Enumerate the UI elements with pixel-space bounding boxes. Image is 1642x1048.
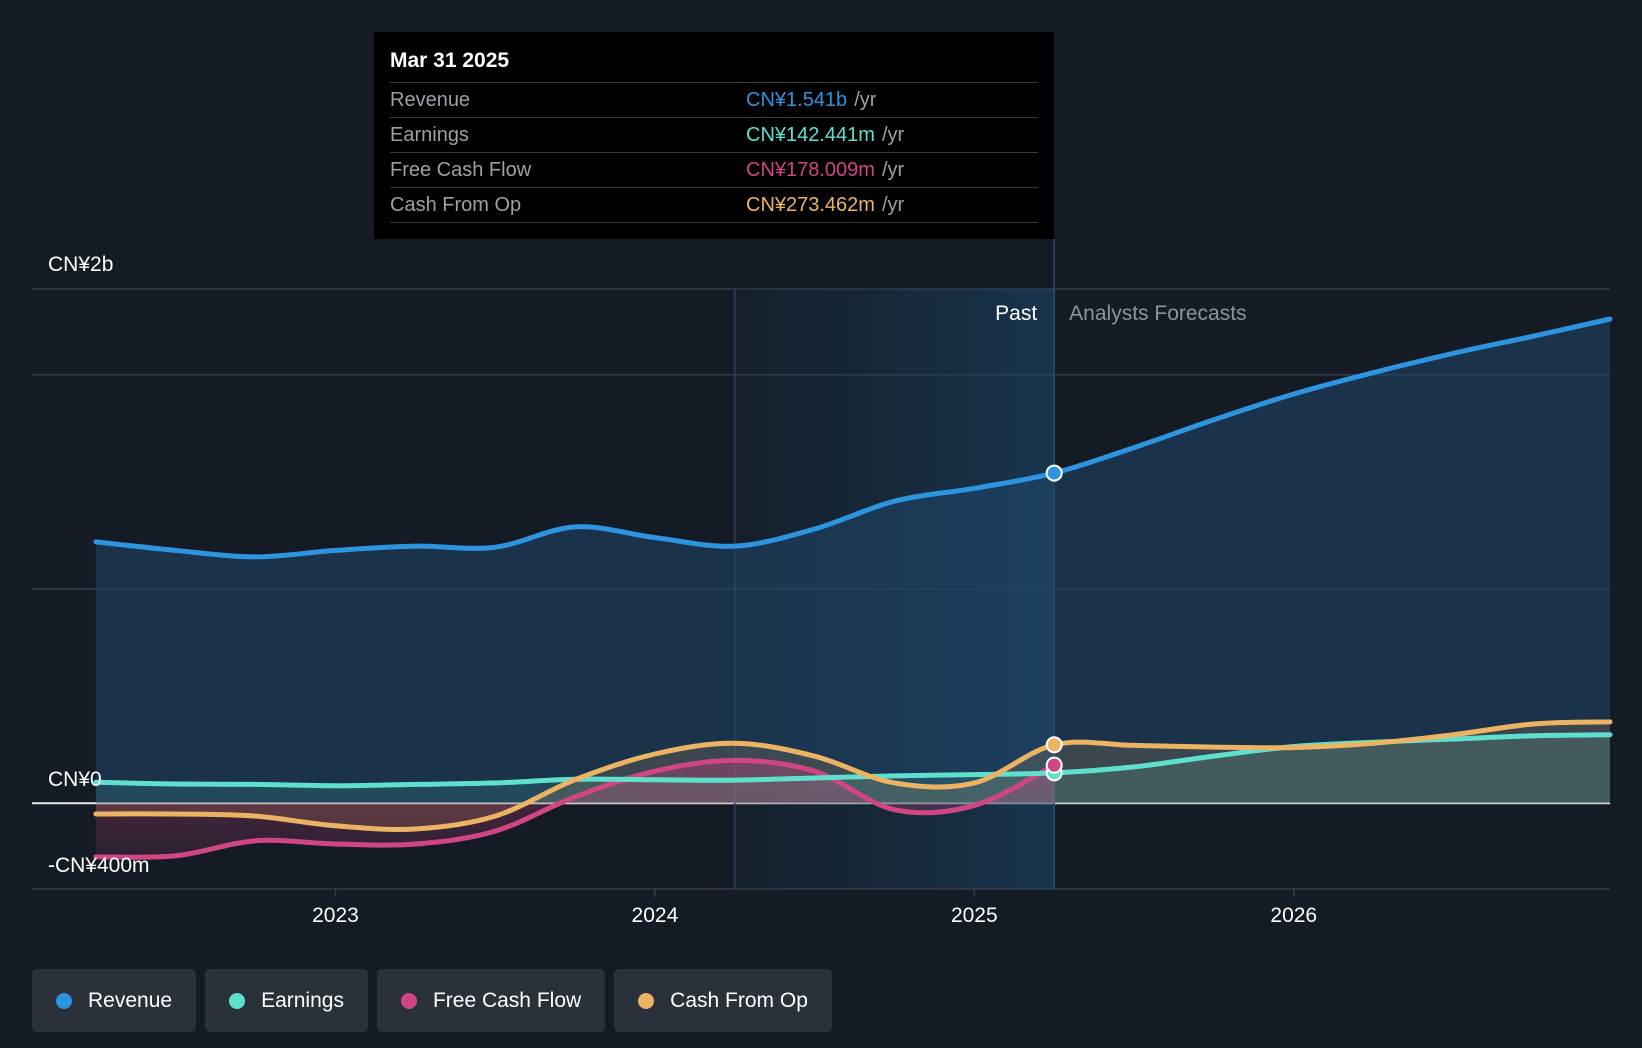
tooltip-unit: /yr — [881, 194, 905, 216]
y-axis-label: CN¥0 — [48, 768, 102, 791]
legend-item-earnings[interactable]: Earnings — [205, 969, 368, 1032]
tooltip-row-earnings: Earnings CN¥142.441m /yr — [390, 117, 1038, 152]
tooltip-row-cfo: Cash From Op CN¥273.462m /yr — [390, 187, 1038, 223]
legend: Revenue Earnings Free Cash Flow Cash Fro… — [32, 969, 832, 1032]
free-cash-flow-marker — [1045, 756, 1063, 774]
tooltip-unit: /yr — [881, 124, 905, 146]
tooltip-value: CN¥1.541b — [746, 89, 848, 111]
cfo-dot-icon — [638, 992, 655, 1009]
legend-item-fcf[interactable]: Free Cash Flow — [376, 969, 606, 1032]
fcf-dot-icon — [400, 992, 417, 1009]
legend-label: Free Cash Flow — [432, 988, 582, 1012]
cash-from-op-marker — [1045, 736, 1063, 754]
x-tick-label: 2024 — [632, 904, 679, 927]
tooltip-unit: /yr — [854, 89, 877, 111]
tooltip-label: Cash From Op — [390, 194, 522, 216]
revenue-area — [95, 319, 1611, 804]
cash-from-op-line — [93, 719, 1613, 832]
revenue-marker — [1045, 464, 1063, 482]
tooltip-value: CN¥178.009m — [746, 159, 875, 181]
forecast-label: Analysts Forecasts — [1069, 302, 1246, 325]
legend-label: Earnings — [261, 988, 344, 1012]
tooltip-label: Free Cash Flow — [390, 159, 532, 181]
tooltip-row-revenue: Revenue CN¥1.541b /yr — [390, 82, 1038, 117]
tooltip-value: CN¥273.462m — [746, 194, 875, 216]
free-cash-flow-line — [93, 757, 1057, 860]
legend-item-revenue[interactable]: Revenue — [32, 969, 197, 1032]
past-label: Past — [995, 302, 1037, 325]
x-tick-label: 2023 — [312, 904, 359, 927]
tooltip-value: CN¥142.441m — [746, 124, 875, 146]
x-tick-label: 2025 — [951, 904, 998, 927]
revenue-line — [93, 316, 1613, 560]
tooltip-row-fcf: Free Cash Flow CN¥178.009m /yr — [390, 152, 1038, 187]
earnings-area — [95, 734, 1611, 804]
tooltip-unit: /yr — [881, 159, 905, 181]
x-tick-label: 2026 — [1270, 904, 1317, 927]
tooltip-label: Revenue — [390, 89, 471, 111]
legend-label: Cash From Op — [670, 988, 808, 1012]
tooltip-label: Earnings — [390, 124, 469, 146]
revenue-dot-icon — [56, 992, 72, 1009]
y-axis-label: -CN¥400m — [48, 854, 150, 877]
legend-item-cfo[interactable]: Cash From Op — [614, 969, 832, 1032]
free-cash-flow-area — [95, 760, 1055, 858]
tooltip: Mar 31 2025 Revenue CN¥1.541b /yr Earnin… — [374, 32, 1054, 239]
legend-label: Revenue — [88, 988, 173, 1012]
y-axis-label: CN¥2b — [48, 253, 113, 276]
tooltip-date: Mar 31 2025 — [390, 49, 510, 72]
earnings-dot-icon — [229, 992, 246, 1009]
